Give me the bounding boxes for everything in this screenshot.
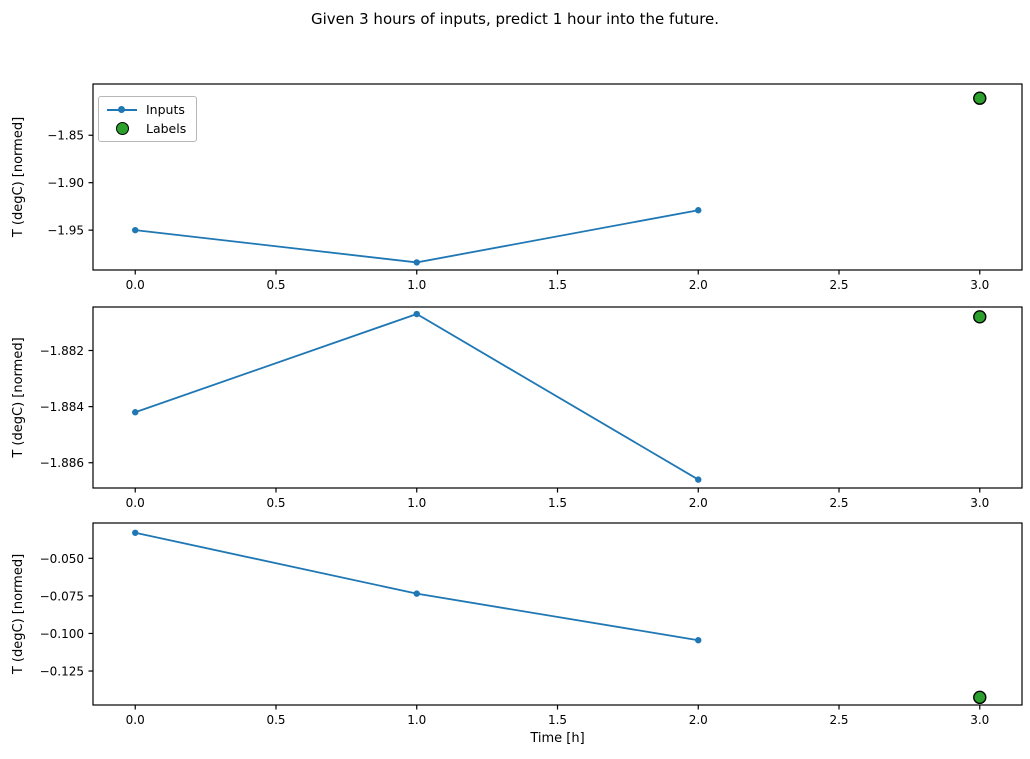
y-axis-label: T (degC) [normed] xyxy=(11,554,26,675)
labels-point xyxy=(973,91,987,105)
inputs-line xyxy=(134,313,699,481)
x-tick-label: 3.0 xyxy=(970,496,989,510)
x-tick-label: 0.5 xyxy=(266,713,285,727)
legend-label-inputs: Inputs xyxy=(146,102,185,117)
x-tick-label: 2.5 xyxy=(829,713,848,727)
y-tick-label: −0.050 xyxy=(40,552,84,566)
x-tick-label: 2.5 xyxy=(829,278,848,292)
inputs-line xyxy=(135,209,699,264)
inputs-point xyxy=(132,529,139,536)
x-axis-label: Time [h] xyxy=(530,731,585,746)
legend-item-labels: Labels xyxy=(107,121,186,136)
legend-label-labels: Labels xyxy=(146,121,187,136)
inputs-line xyxy=(135,531,699,642)
labels-point xyxy=(973,690,987,705)
y-tick-label: −1.882 xyxy=(40,344,84,358)
inputs-line-marker-icon xyxy=(107,103,137,117)
y-tick-label: −1.886 xyxy=(40,456,84,470)
y-tick-label: −1.95 xyxy=(47,224,84,238)
inputs-point xyxy=(413,590,420,597)
x-tick-label: 2.5 xyxy=(829,496,848,510)
labels-circle-icon xyxy=(107,122,137,136)
inputs-point xyxy=(413,259,420,266)
y-tick-label: −0.075 xyxy=(40,589,84,603)
inputs-point xyxy=(132,226,139,234)
x-tick-label: 1.0 xyxy=(407,496,426,510)
x-tick-label: 1.0 xyxy=(407,713,426,727)
legend: Inputs Labels xyxy=(98,96,198,142)
inputs-point xyxy=(695,207,702,214)
x-tick-label: 3.0 xyxy=(970,713,989,727)
x-tick-label: 1.5 xyxy=(548,278,567,292)
x-tick-label: 0.5 xyxy=(266,496,285,510)
x-tick-label: 0.0 xyxy=(126,496,145,510)
x-tick-label: 3.0 xyxy=(970,278,989,292)
labels-point xyxy=(973,310,987,324)
y-tick-label: −1.884 xyxy=(40,400,84,414)
y-tick-label: −1.85 xyxy=(47,129,84,143)
y-tick-label: −0.100 xyxy=(40,627,84,641)
inputs-point xyxy=(695,476,702,483)
subplot-bottom: −0.050 −0.075 −0.100 −0.125 0.0 0.5 1.0 1.5 2.0 2… xyxy=(11,522,1023,727)
x-tick-label: 0.0 xyxy=(126,713,145,727)
figure-title: Given 3 hours of inputs, predict 1 hour … xyxy=(310,10,720,28)
y-axis-label: T (degC) [normed] xyxy=(11,337,26,458)
x-tick-label: 2.0 xyxy=(689,496,708,510)
x-tick-label: 1.5 xyxy=(548,713,567,727)
legend-item-inputs: Inputs xyxy=(107,102,186,117)
inputs-point xyxy=(695,637,702,644)
axes-frame xyxy=(92,522,1023,706)
inputs-point xyxy=(413,310,420,318)
x-tick-label: 0.5 xyxy=(266,278,285,292)
x-tick-label: 2.0 xyxy=(689,713,708,727)
x-tick-label: 2.0 xyxy=(689,278,708,292)
inputs-point xyxy=(132,409,139,416)
y-tick-label: −1.90 xyxy=(47,176,84,190)
x-tick-label: 1.5 xyxy=(548,496,567,510)
x-tick-label: 0.0 xyxy=(126,278,145,292)
y-tick-label: −0.125 xyxy=(40,665,84,679)
subplot-middle: −1.882 −1.884 −1.886 0.0 0.5 1.0 1.5 2.0 2.5 3.0 T… xyxy=(11,306,1023,510)
x-tick-label: 1.0 xyxy=(407,278,426,292)
subplot-top: −1.85 −1.90 −1.95 0.0 0.5 1.0 1.5 2.0 2.5 3.0 T (d… xyxy=(11,83,1023,292)
y-axis-label: T (degC) [normed] xyxy=(11,117,26,238)
